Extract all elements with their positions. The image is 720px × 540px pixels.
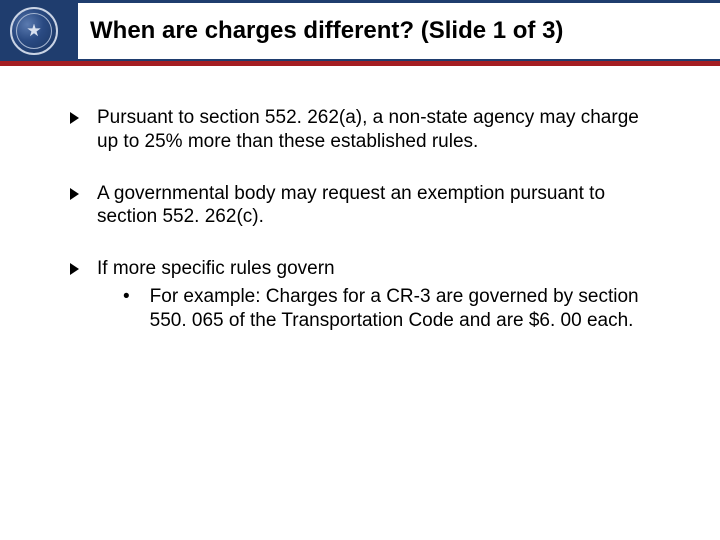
bullet-item: If more specific rules govern • For exam… [70, 257, 660, 332]
sub-bullet-text: For example: Charges for a CR-3 are gove… [150, 285, 660, 333]
sub-bullet-item: • For example: Charges for a CR-3 are go… [123, 285, 660, 333]
bullet-text: If more specific rules govern • For exam… [97, 257, 660, 332]
slide-header: When are charges different? (Slide 1 of … [0, 0, 720, 66]
title-container: When are charges different? (Slide 1 of … [78, 3, 720, 59]
bullet-text: A governmental body may request an exemp… [97, 182, 660, 230]
dot-bullet-icon: • [123, 285, 130, 309]
triangle-bullet-icon [70, 112, 79, 124]
triangle-bullet-icon [70, 188, 79, 200]
bullet-lead-text: If more specific rules govern [97, 258, 335, 279]
bullet-item: Pursuant to section 552. 262(a), a non-s… [70, 106, 660, 154]
agency-seal-icon [10, 7, 58, 55]
bullet-text: Pursuant to section 552. 262(a), a non-s… [97, 106, 660, 154]
triangle-bullet-icon [70, 263, 79, 275]
seal-star-icon [27, 24, 41, 38]
bullet-item: A governmental body may request an exemp… [70, 182, 660, 230]
sub-bullet-list: • For example: Charges for a CR-3 are go… [97, 285, 660, 333]
slide-title: When are charges different? (Slide 1 of … [90, 17, 563, 45]
slide-content: Pursuant to section 552. 262(a), a non-s… [0, 66, 720, 332]
